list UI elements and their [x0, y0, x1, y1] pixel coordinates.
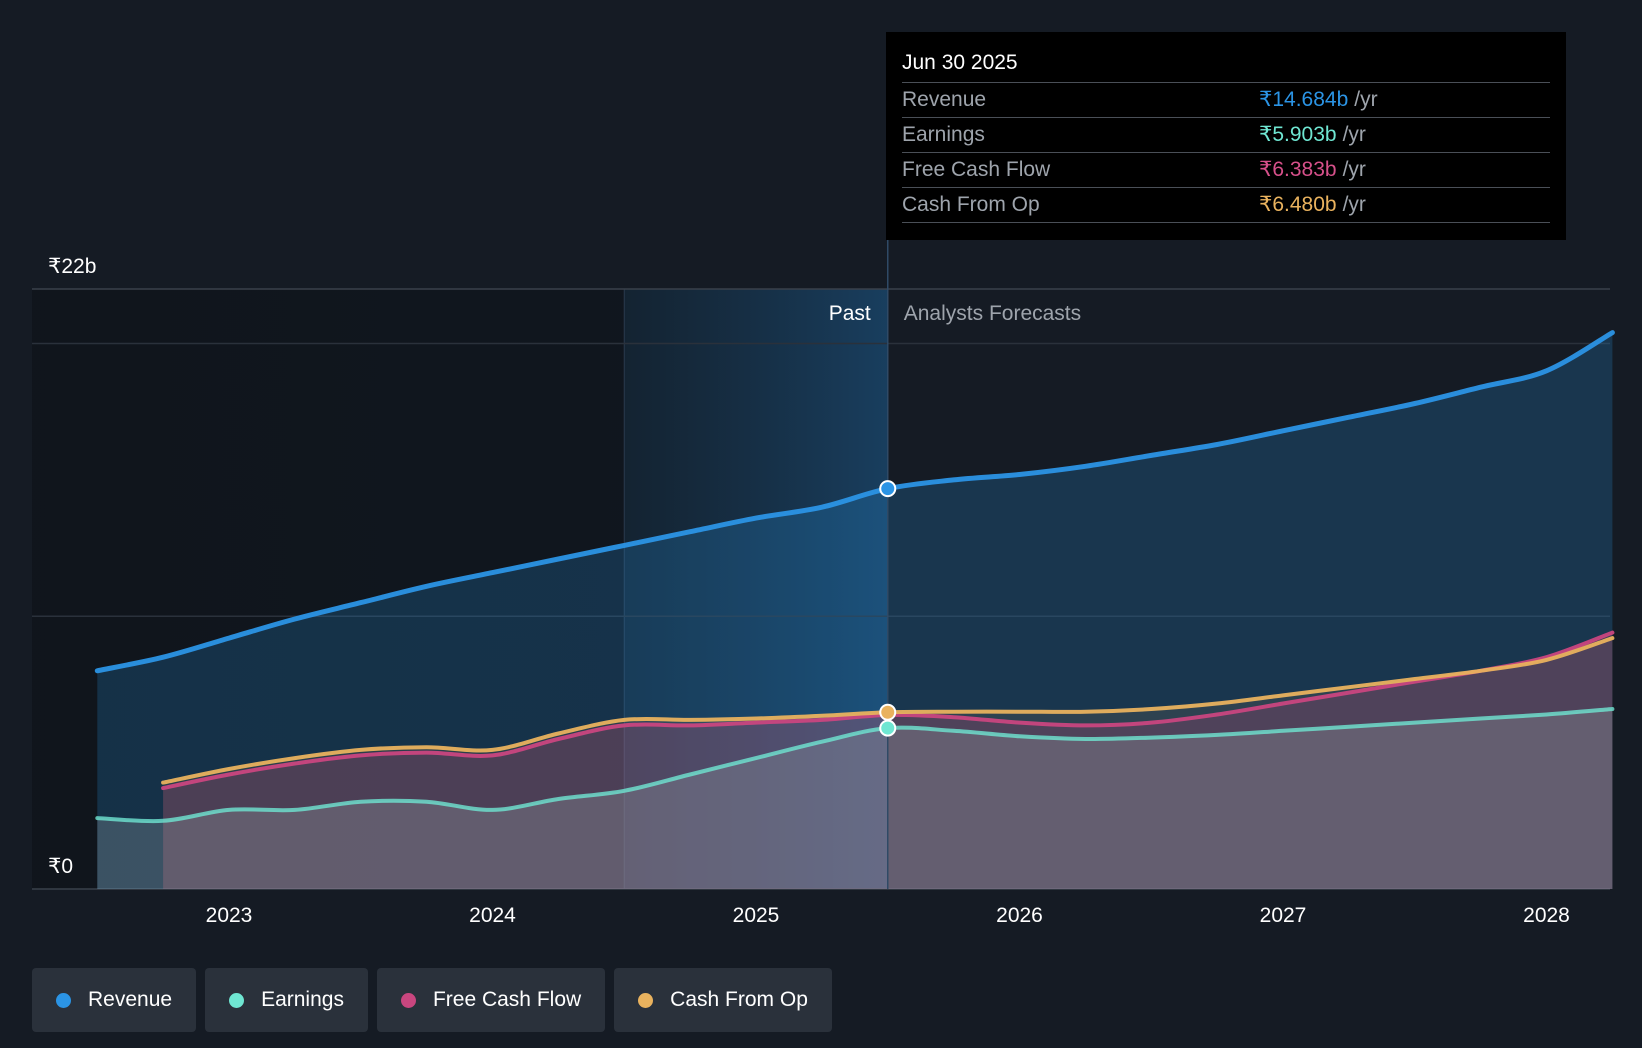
x-tick-label: 2026 — [996, 904, 1043, 927]
tooltip-label: Revenue — [902, 88, 987, 111]
revenue-dot-icon — [56, 992, 71, 1008]
legend-label: Cash From Op — [670, 988, 808, 1011]
tooltip-unit: /yr — [1342, 123, 1366, 146]
tooltip-unit: /yr — [1342, 158, 1366, 181]
tooltip-value: ₹14.684b — [1259, 88, 1349, 111]
x-tick-label: 2025 — [733, 904, 780, 927]
hover-tooltip: Jun 30 2025 Revenue ₹14.684b /yr Earning… — [886, 32, 1566, 240]
legend-item-revenue[interactable]: Revenue — [32, 968, 197, 1032]
x-tick-label: 2028 — [1523, 904, 1570, 927]
series-line-revenue — [94, 330, 1615, 674]
x-tick-label: 2024 — [469, 904, 516, 927]
tooltip-row-earnings: Earnings ₹5.903b /yr — [902, 118, 1550, 153]
series-line-earnings — [95, 707, 1615, 824]
tooltip-value: ₹6.480b — [1259, 193, 1337, 216]
series-area-earnings — [97, 709, 1613, 889]
legend-item-free-cash-flow[interactable]: Free Cash Flow — [376, 968, 606, 1032]
tooltip-unit: /yr — [1354, 88, 1378, 111]
point-marker-earnings — [879, 719, 897, 737]
legend-label: Revenue — [88, 988, 173, 1011]
legend-item-cash-from-op[interactable]: Cash From Op — [614, 968, 832, 1032]
tooltip-label: Earnings — [902, 123, 985, 146]
tooltip-unit: /yr — [1342, 193, 1366, 216]
tooltip-row-cash-from-op: Cash From Op ₹6.480b /yr — [902, 188, 1550, 223]
point-marker-revenue — [879, 480, 897, 498]
past-region-shade — [32, 289, 625, 889]
tooltip-row-revenue: Revenue ₹14.684b /yr — [902, 83, 1550, 118]
earnings-dot-icon — [229, 992, 245, 1008]
forecast-label: Analysts Forecasts — [904, 302, 1081, 325]
legend-label: Free Cash Flow — [432, 988, 582, 1011]
point-marker-cfo — [879, 703, 897, 721]
y-tick-label: ₹0 — [48, 855, 73, 878]
tooltip-date: Jun 30 2025 — [902, 48, 1550, 83]
legend-item-earnings[interactable]: Earnings — [205, 968, 368, 1032]
tooltip-value: ₹6.383b — [1259, 158, 1337, 181]
chart-legend: Revenue Earnings Free Cash Flow Cash Fro… — [32, 968, 832, 1032]
cash-from-op-dot-icon — [638, 992, 654, 1008]
past-label: Past — [829, 302, 871, 325]
x-tick-label: 2023 — [206, 904, 253, 927]
y-tick-label: ₹22b — [48, 255, 96, 278]
highlight-region-shade — [624, 289, 888, 889]
tooltip-label: Free Cash Flow — [902, 158, 1051, 181]
legend-label: Earnings — [261, 988, 344, 1011]
tooltip-value: ₹5.903b — [1259, 123, 1337, 146]
x-tick-label: 2027 — [1260, 904, 1307, 927]
chart-canvas: ₹0 ₹22b 2023 2024 2025 2026 2027 2028 Past Analys… — [32, 240, 1615, 927]
free-cash-flow-dot-icon — [400, 992, 416, 1008]
tooltip-label: Cash From Op — [902, 193, 1040, 216]
tooltip-row-free-cash-flow: Free Cash Flow ₹6.383b /yr — [902, 153, 1550, 188]
